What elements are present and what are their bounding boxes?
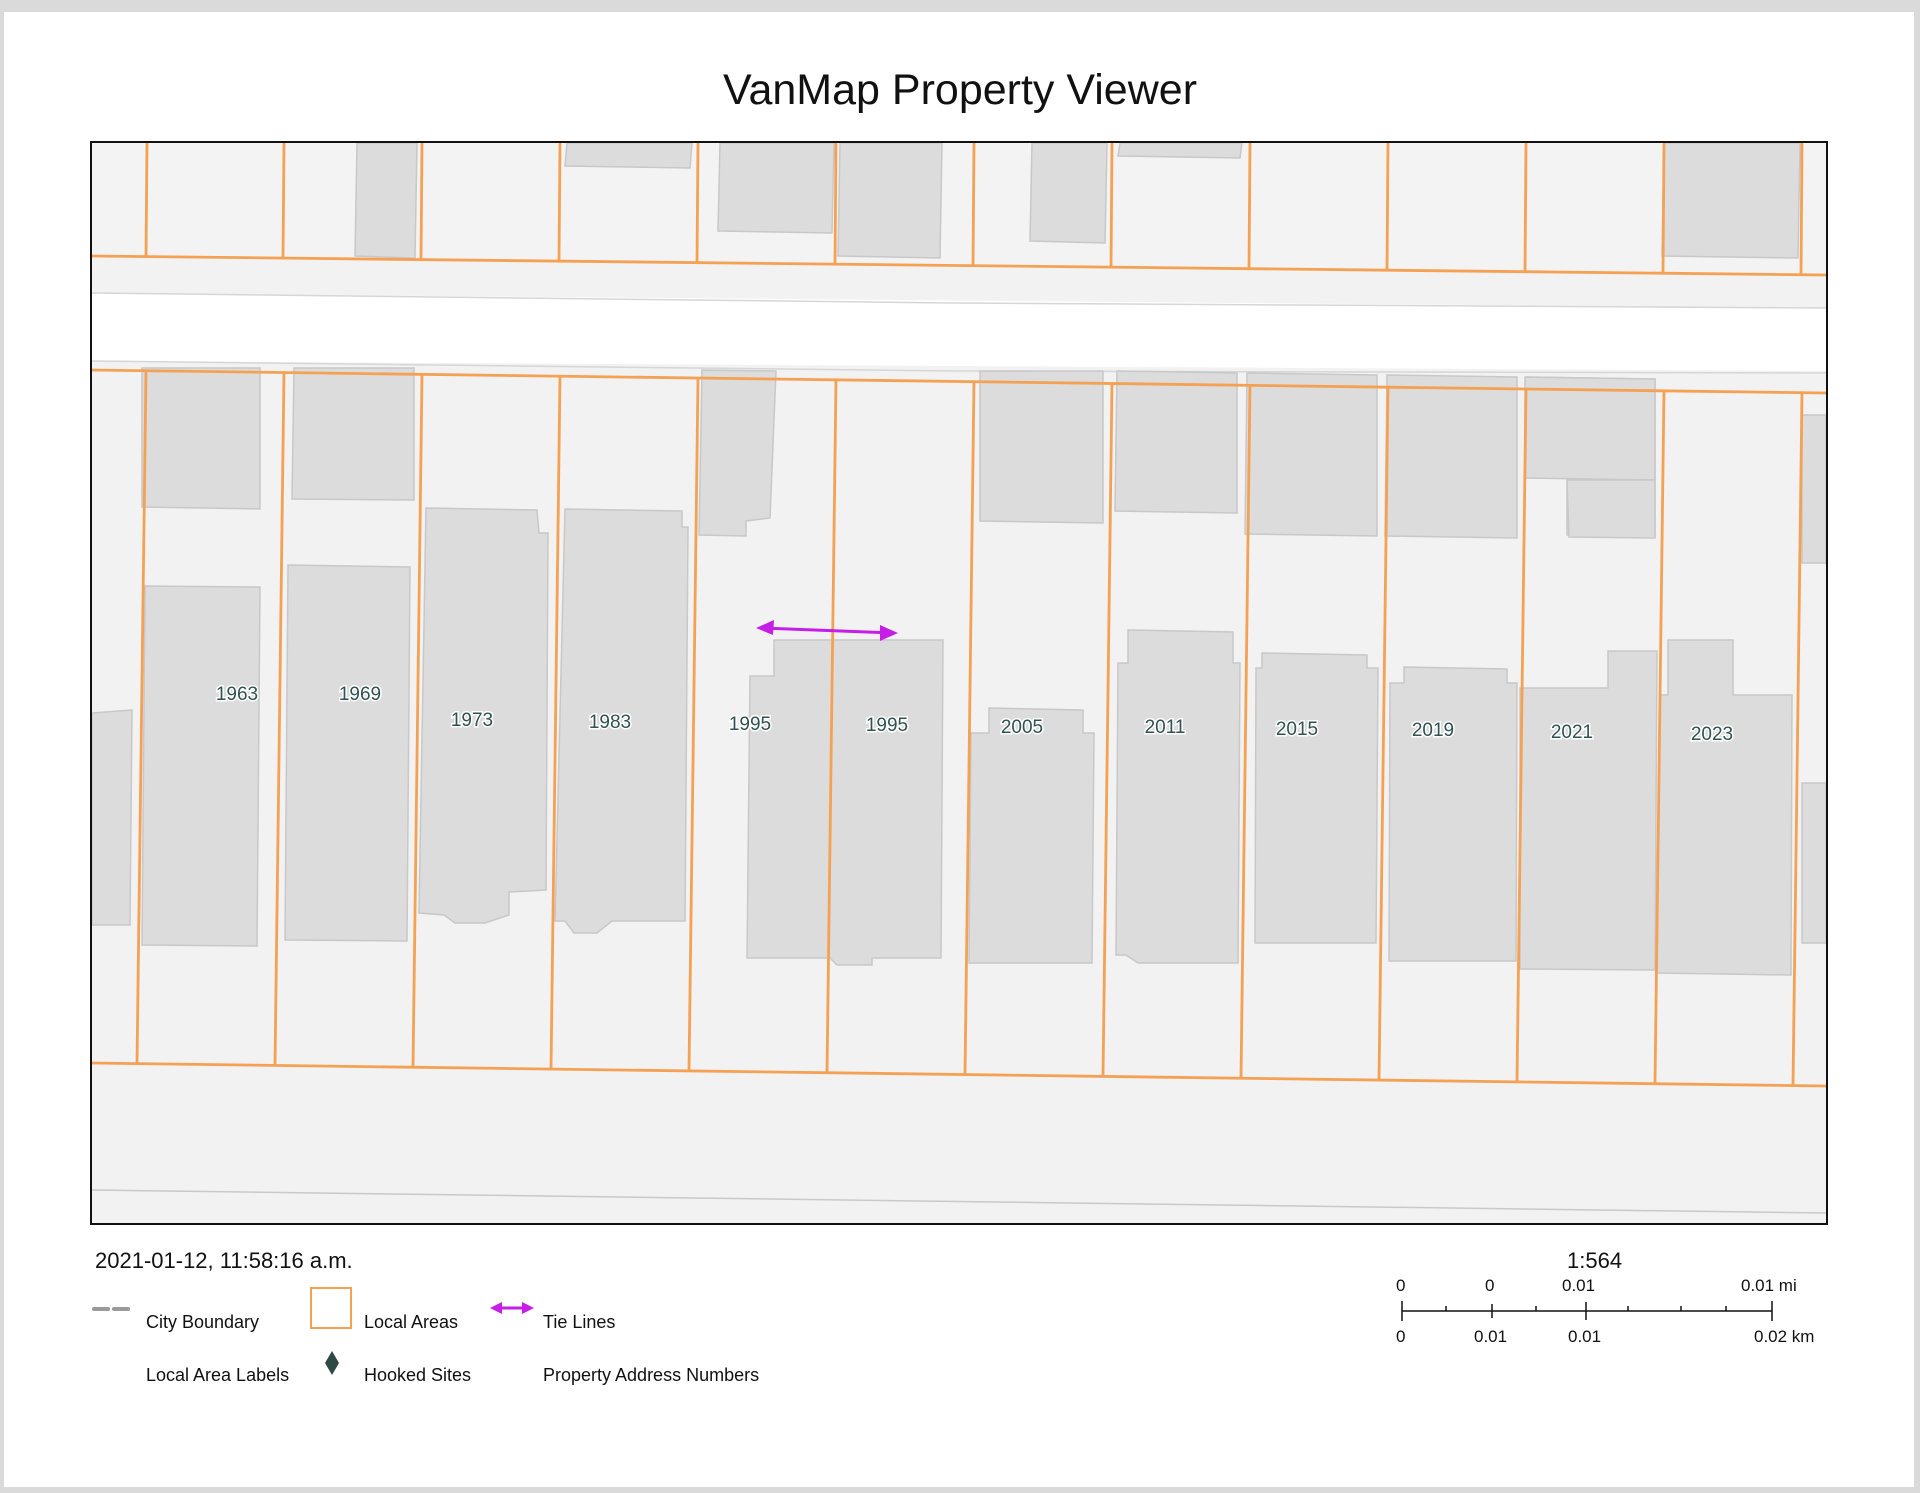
legend-tie-lines: Tie Lines: [543, 1312, 616, 1332]
buildings-main: [92, 367, 1826, 976]
scale-ruler: [1401, 1301, 1773, 1321]
scale-km-label: 0.02 km: [1754, 1327, 1815, 1346]
legend-hooked-sites: Hooked Sites: [364, 1365, 472, 1385]
scale-mi-label: 0.01 mi: [1741, 1276, 1797, 1295]
legend-local-areas: Local Areas: [364, 1312, 459, 1332]
street-white: [92, 293, 1826, 371]
address-label: 1973: [451, 710, 493, 731]
address-label: 1969: [339, 684, 381, 705]
scale-mi-label: 0.01: [1562, 1276, 1596, 1295]
city-boundary-icon: [92, 1307, 136, 1311]
scale-km-label: 0: [1396, 1327, 1406, 1346]
print-timestamp: 2021-01-12, 11:58:16 a.m.: [95, 1248, 353, 1273]
address-label: 1983: [589, 712, 631, 733]
map-frame[interactable]: 1963 1969 1973 1983 1995 1995 2005 2011 …: [90, 141, 1828, 1225]
local-areas-icon: [310, 1287, 352, 1329]
legend-city-boundary: City Boundary: [146, 1312, 260, 1332]
legend-local-area-labels: Local Area Labels: [146, 1365, 290, 1385]
address-label: 2005: [1001, 717, 1043, 738]
address-label: 1995: [866, 715, 908, 736]
buildings-top: [354, 143, 1801, 259]
address-label: 1995: [729, 714, 771, 735]
scale-km-label: 0.01: [1474, 1327, 1508, 1346]
scale-km-label: 0.01: [1568, 1327, 1602, 1346]
address-label: 2019: [1412, 720, 1454, 741]
map-canvas[interactable]: 1963 1969 1973 1983 1995 1995 2005 2011 …: [92, 143, 1826, 1223]
scale-mi-label: 0: [1396, 1276, 1406, 1295]
address-label: 1963: [216, 684, 258, 705]
address-label: 2011: [1145, 717, 1186, 738]
legend-property-address-numbers: Property Address Numbers: [543, 1365, 760, 1385]
tie-line: [756, 620, 898, 641]
parcel-lines: [92, 143, 1826, 1088]
tie-lines-icon: [490, 1302, 534, 1314]
hooked-sites-icon: [325, 1351, 339, 1375]
property-address-labels: 1963 1969 1973 1983 1995 1995 2005 2011 …: [214, 683, 1734, 747]
lower-road-edge: [92, 1189, 1826, 1214]
address-label: 2021: [1551, 722, 1593, 743]
address-label: 2023: [1691, 724, 1733, 745]
scale-ratio: 1:564: [1567, 1248, 1623, 1273]
address-label: 2015: [1276, 719, 1318, 740]
map-title: VanMap Property Viewer: [722, 66, 1198, 114]
scale-mi-label: 0: [1485, 1276, 1495, 1295]
